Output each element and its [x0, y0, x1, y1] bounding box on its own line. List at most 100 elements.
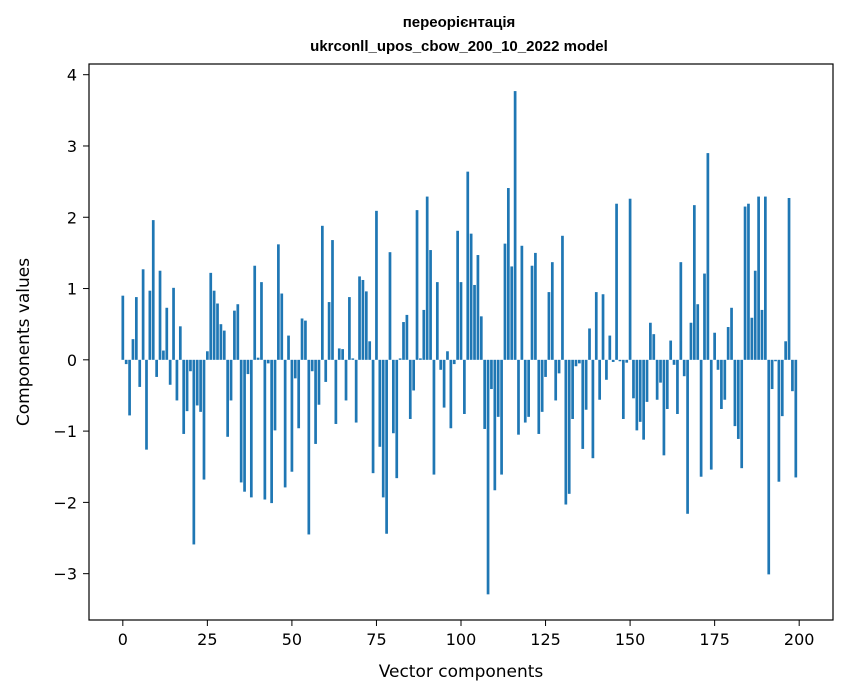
bar-81 [395, 359, 399, 479]
bar-126 [547, 292, 551, 360]
bar-133 [571, 359, 574, 419]
bar-199 [794, 359, 798, 478]
bar-95 [442, 359, 446, 408]
bar-139 [591, 359, 595, 459]
bar-8 [148, 290, 152, 360]
bar-143 [605, 359, 608, 380]
bar-51 [293, 359, 297, 379]
bar-1 [124, 359, 128, 365]
bar-64 [337, 348, 341, 360]
bar-30 [222, 330, 226, 360]
bar-67 [348, 297, 351, 360]
bar-109 [490, 359, 493, 390]
y-tick-label: 3 [67, 137, 77, 156]
bar-169 [692, 205, 696, 360]
bar-193 [774, 359, 777, 362]
bar-53 [300, 318, 304, 360]
bar-19 [185, 359, 189, 412]
bar-38 [249, 359, 253, 498]
bar-190 [764, 196, 767, 360]
bar-47 [280, 293, 284, 360]
bar-140 [594, 292, 598, 360]
bar-36 [243, 359, 246, 492]
bar-156 [649, 322, 652, 360]
bar-114 [506, 188, 510, 360]
bar-57 [314, 359, 317, 444]
bar-22 [195, 359, 199, 406]
bar-135 [578, 359, 581, 364]
y-tick-label: 0 [67, 351, 77, 370]
bar-7 [145, 359, 148, 450]
bar-23 [199, 359, 202, 412]
bar-134 [574, 359, 578, 367]
plot-frame [88, 63, 834, 621]
bar-168 [689, 322, 693, 360]
bar-32 [229, 359, 233, 401]
bar-48 [283, 359, 287, 488]
bar-58 [317, 359, 321, 405]
bar-69 [354, 359, 358, 423]
bar-178 [723, 359, 727, 400]
bar-172 [703, 273, 706, 360]
x-tick-label: 25 [197, 630, 217, 649]
chart-title: переорієнтація [403, 14, 516, 31]
bar-165 [679, 262, 683, 360]
bar-167 [686, 359, 689, 514]
bar-187 [753, 270, 757, 360]
bar-70 [358, 276, 361, 360]
bar-9 [151, 220, 155, 360]
bar-33 [233, 310, 236, 360]
bar-118 [520, 245, 524, 360]
bar-18 [182, 359, 186, 434]
bar-108 [486, 359, 490, 595]
bar-89 [422, 309, 426, 360]
bar-25 [206, 351, 209, 360]
bar-141 [598, 359, 602, 400]
bar-177 [720, 359, 723, 409]
x-tick-label: 175 [699, 630, 730, 649]
bar-154 [642, 359, 645, 440]
bar-153 [638, 359, 642, 422]
bar-10 [155, 359, 158, 377]
bar-104 [473, 284, 476, 360]
bar-98 [452, 359, 456, 365]
bar-119 [523, 359, 527, 423]
bar-164 [676, 359, 679, 414]
bar-181 [733, 359, 737, 427]
bar-100 [459, 282, 463, 360]
bar-85 [408, 359, 412, 419]
bar-175 [713, 332, 716, 360]
x-tick-label: 150 [615, 630, 646, 649]
bar-192 [770, 359, 774, 390]
bar-112 [500, 359, 503, 475]
bar-176 [716, 359, 720, 370]
bar-124 [540, 359, 544, 412]
bar-2 [128, 359, 131, 416]
y-tick-label: 2 [67, 208, 77, 227]
bar-4 [134, 297, 138, 360]
bar-107 [483, 359, 487, 429]
bar-128 [554, 359, 558, 401]
bar-80 [392, 359, 395, 434]
bar-96 [446, 351, 449, 360]
bar-45 [273, 359, 277, 431]
bar-131 [564, 359, 568, 505]
bar-185 [747, 203, 750, 360]
bars-group [121, 91, 798, 595]
bar-144 [608, 335, 612, 360]
x-axis-label: Vector components [379, 662, 544, 682]
bar-34 [236, 304, 240, 360]
bar-88 [419, 358, 422, 360]
bar-65 [341, 349, 344, 360]
bar-55 [307, 359, 311, 535]
x-tick-label: 125 [530, 630, 561, 649]
bar-79 [388, 252, 392, 360]
bar-27 [212, 290, 216, 360]
bar-72 [364, 291, 368, 360]
bar-84 [405, 314, 409, 360]
bar-28 [216, 303, 219, 360]
bar-12 [162, 350, 165, 360]
bar-68 [351, 358, 355, 360]
bar-122 [534, 252, 537, 360]
